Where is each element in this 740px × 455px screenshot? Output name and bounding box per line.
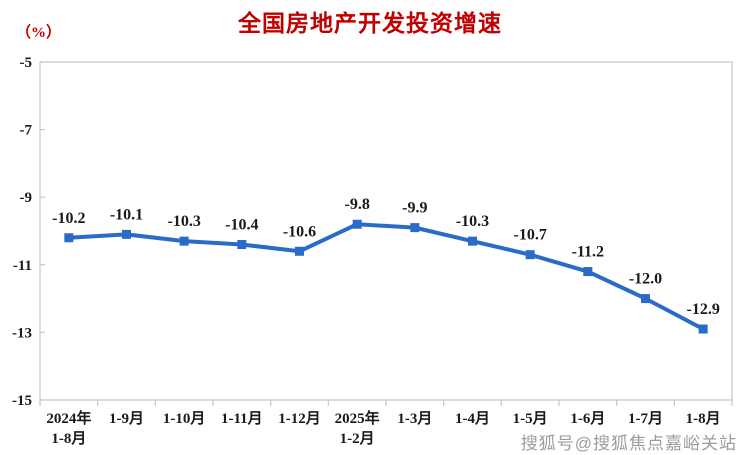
x-axis-tick-label: 1-10月 [163, 410, 206, 427]
x-axis-tick-label: 1-6月 [570, 410, 605, 427]
x-axis-tick-label: 1-9月 [109, 410, 144, 427]
x-axis-tick-label: 1-3月 [397, 410, 432, 427]
data-point-label: -9.8 [345, 196, 370, 213]
data-point-marker [237, 240, 247, 250]
data-point-label: -10.3 [168, 213, 201, 230]
data-point-label: -12.9 [687, 301, 720, 318]
x-axis-tick-label: 2025年 1-2月 [335, 409, 380, 447]
y-axis-tick-label: -9 [20, 190, 33, 206]
data-line [66, 222, 706, 332]
data-point-label: -10.7 [514, 227, 547, 244]
x-axis-tick-label: 1-8月 [686, 410, 721, 427]
data-point-label: -9.9 [402, 200, 427, 217]
data-point-marker [410, 223, 420, 233]
y-axis-unit-label: （%） [16, 25, 62, 41]
data-point-marker [525, 250, 535, 260]
x-axis-tick-label: 2024年 1-8月 [46, 409, 91, 447]
data-point-marker [122, 229, 131, 239]
data-point-marker [179, 236, 189, 246]
x-axis-tick-label: 1-11月 [221, 410, 263, 427]
data-point-marker [468, 236, 477, 246]
data-point-label: -11.2 [572, 244, 604, 261]
data-point-label: -12.0 [629, 271, 662, 288]
data-point-marker [295, 246, 304, 256]
y-axis-tick-label: -7 [20, 123, 33, 139]
plot-border [39, 61, 733, 401]
data-point-marker [352, 219, 362, 229]
data-point-label: -10.6 [283, 223, 316, 240]
y-axis-tick-label: -5 [20, 55, 33, 71]
y-axis-tick-label: -15 [12, 393, 32, 409]
data-point-marker [583, 267, 593, 277]
x-axis-tick-label: 1-4月 [455, 410, 490, 427]
y-axis-tick-label: -11 [13, 258, 32, 274]
y-axis-tick-label: -13 [12, 325, 32, 341]
x-axis-tick-label: 1-5月 [513, 410, 548, 427]
data-point-label: -10.4 [225, 217, 258, 234]
x-axis-tick-label: 1-7月 [628, 410, 663, 427]
watermark: 搜狐号@搜狐焦点嘉峪关站 [520, 434, 737, 453]
x-axis-tick-label: 1-12月 [278, 410, 321, 427]
chart-title: 全国房地产开发投资增速 [238, 10, 502, 36]
data-point-label: -10.2 [52, 210, 85, 227]
data-point-label: -10.3 [456, 213, 489, 230]
data-point-marker [698, 324, 708, 334]
data-point-label: -10.1 [110, 206, 143, 223]
data-point-marker [641, 294, 650, 304]
data-point-marker [64, 233, 74, 243]
